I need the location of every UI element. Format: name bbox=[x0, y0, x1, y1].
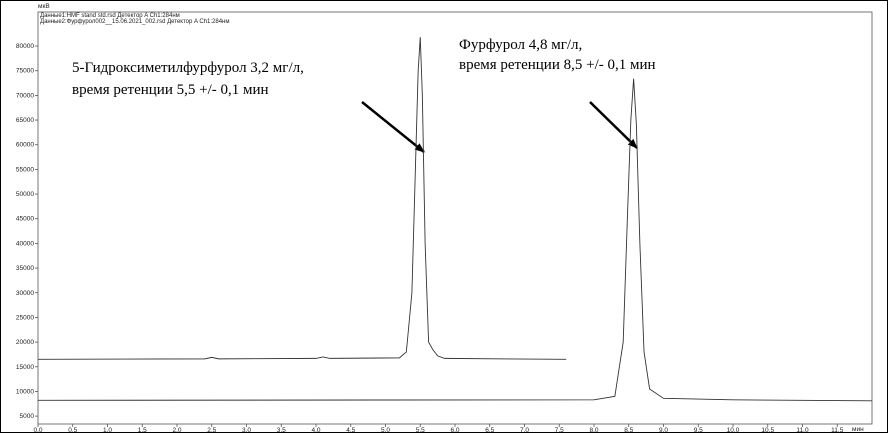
annotation: время ретенции 8,5 +/- 0,1 мин bbox=[459, 57, 656, 73]
y-tick-label: 50000 bbox=[16, 191, 34, 198]
x-axis-label: мин bbox=[852, 426, 864, 433]
y-tick-label: 65000 bbox=[16, 117, 34, 124]
x-tick-label: 10.0 bbox=[727, 427, 740, 433]
y-tick-label: 80000 bbox=[16, 43, 34, 50]
y-tick-label: 30000 bbox=[16, 290, 34, 297]
x-tick-label: 2.0 bbox=[172, 427, 181, 433]
x-tick-label: 9.0 bbox=[659, 427, 668, 433]
x-tick-label: 4.5 bbox=[346, 427, 355, 433]
x-tick-label: 6.5 bbox=[485, 427, 494, 433]
x-tick-label: 3.5 bbox=[277, 427, 286, 433]
y-tick-label: 75000 bbox=[16, 68, 34, 75]
x-tick-label: 8.5 bbox=[624, 427, 633, 433]
y-tick-label: 5000 bbox=[20, 413, 35, 420]
x-tick-label: 1.5 bbox=[138, 427, 147, 433]
y-tick-label: 45000 bbox=[16, 216, 34, 223]
arrow bbox=[361, 101, 425, 153]
x-tick-label: 8.0 bbox=[589, 427, 598, 433]
y-tick-label: 35000 bbox=[16, 265, 34, 272]
x-tick-label: 11.0 bbox=[796, 427, 809, 433]
y-tick-label: 10000 bbox=[16, 388, 34, 395]
arrow bbox=[589, 101, 638, 149]
legend-entry: Данные1:HMF stand std.rsd Детектор A Ch1… bbox=[40, 13, 180, 19]
annotation: 5-Гидроксиметилфурфурол 3,2 мг/л, bbox=[72, 60, 304, 76]
x-tick-label: 10.5 bbox=[761, 427, 774, 433]
y-tick-label: 55000 bbox=[16, 166, 34, 173]
x-tick-label: 9.5 bbox=[694, 427, 703, 433]
series-line bbox=[37, 37, 567, 360]
x-tick-label: 5.5 bbox=[416, 427, 425, 433]
y-tick-label: 70000 bbox=[16, 92, 34, 99]
legend-entry: Данные2:Фурфурол002__15.06.2021_002.rsd … bbox=[40, 19, 229, 25]
x-tick-label: 7.0 bbox=[520, 427, 529, 433]
x-tick-label: 11.5 bbox=[831, 427, 844, 433]
x-tick-label: 2.5 bbox=[207, 427, 216, 433]
x-tick-label: 5.0 bbox=[381, 427, 390, 433]
x-tick-label: 4.0 bbox=[311, 427, 320, 433]
y-tick-label: 40000 bbox=[16, 240, 34, 247]
x-tick-label: 7.5 bbox=[555, 427, 564, 433]
x-tick-label: 0.5 bbox=[68, 427, 77, 433]
y-tick-label: 60000 bbox=[16, 142, 34, 149]
y-axis-label: мкВ bbox=[38, 3, 50, 10]
x-tick-label: 1.0 bbox=[103, 427, 112, 433]
x-tick-label: 0.0 bbox=[33, 427, 42, 433]
series-line bbox=[37, 78, 873, 402]
x-tick-label: 6.0 bbox=[450, 427, 459, 433]
y-tick-label: 20000 bbox=[16, 339, 34, 346]
annotation: время ретенции 5,5 +/- 0,1 мин bbox=[72, 82, 269, 98]
x-tick-label: 3.0 bbox=[242, 427, 251, 433]
annotation: Фурфурол 4,8 мг/л, bbox=[459, 37, 582, 53]
y-tick-label: 15000 bbox=[16, 364, 34, 371]
y-tick-label: 25000 bbox=[16, 314, 34, 321]
